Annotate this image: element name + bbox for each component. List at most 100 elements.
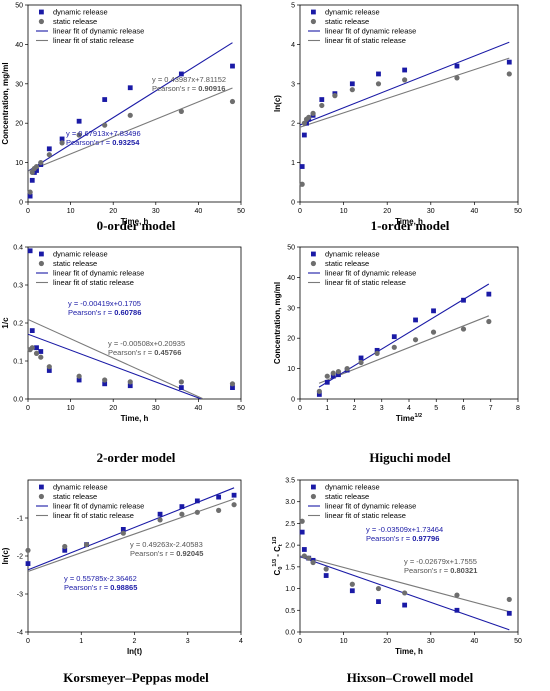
fit-line-static	[300, 57, 510, 128]
point-dynamic	[27, 193, 33, 199]
point-dynamic	[127, 383, 133, 389]
legend-label: static release	[53, 492, 97, 501]
annotation-static-equation: y = 0.49263x-2.40583	[130, 540, 203, 549]
point-static	[375, 81, 382, 87]
x-tick-label: 5	[434, 405, 438, 412]
point-static	[344, 366, 350, 372]
y-tick-label: -2	[17, 554, 23, 561]
point-static	[76, 373, 82, 379]
point-static	[229, 381, 236, 387]
chart-panel-6: 0 10 20 30 40 50 0.0 0.5 1.0 1.5 2.0 2.5 3.0 3.5 Time,…	[272, 478, 522, 657]
point-dynamic	[454, 607, 460, 613]
legend-label: linear fit of dynamic release	[325, 502, 416, 511]
annotation-static-equation: y = -0.00508x+0.20935	[108, 339, 185, 348]
point-dynamic	[319, 97, 325, 102]
y-label-sup: 1/3	[272, 537, 278, 545]
panel-caption: Korsmeyer–Peppas model	[63, 670, 209, 685]
x-axis-label: Time1/2	[396, 413, 422, 423]
point-dynamic	[29, 328, 35, 333]
y-label-sub: t	[278, 544, 284, 546]
x-tick-label: 1	[79, 638, 83, 645]
y-label-base: C	[273, 569, 282, 575]
legend-label: linear fit of static release	[53, 278, 134, 287]
point-static	[102, 377, 108, 383]
y-tick-label: 10	[287, 366, 295, 373]
point-static	[506, 71, 512, 77]
annotation-dynamic-equation: y = -0.00419x+0.1705	[68, 299, 141, 308]
x-tick-label: 2	[133, 638, 137, 645]
point-dynamic	[230, 63, 235, 69]
pearson-label: Pearson's r =	[366, 534, 412, 543]
x-axis-label: Time, h	[121, 414, 149, 423]
point-dynamic	[301, 132, 307, 138]
annotation-static-equation: y = -0.02679x+1.7555	[404, 557, 477, 566]
point-dynamic	[506, 610, 512, 616]
point-static	[127, 112, 133, 118]
point-static	[179, 511, 185, 517]
point-dynamic	[178, 71, 184, 77]
point-dynamic	[34, 345, 39, 351]
fit-line-dynamic	[300, 41, 510, 126]
y-tick-label: 20	[287, 336, 295, 343]
legend-marker-static	[310, 18, 316, 25]
point-static	[460, 326, 467, 332]
point-static	[178, 379, 184, 385]
legend-marker-static	[310, 493, 316, 500]
annotation-static-pearson: Pearson's r = 0.80321	[404, 566, 477, 575]
legend-label: linear fit of dynamic release	[325, 269, 416, 278]
point-static	[27, 189, 33, 195]
point-dynamic	[316, 392, 322, 397]
pearson-value: 0.92045	[176, 549, 203, 558]
legend-label: linear fit of static release	[325, 511, 406, 520]
point-dynamic	[301, 547, 307, 552]
point-static	[194, 509, 200, 515]
point-dynamic	[349, 81, 355, 87]
y-tick-label: 5	[291, 3, 295, 10]
y-tick-label: 2.5	[285, 521, 295, 528]
point-dynamic	[127, 85, 133, 91]
legend-marker-dynamic	[311, 484, 316, 490]
y-tick-label: 0	[19, 200, 23, 207]
point-static	[33, 163, 40, 170]
y-tick-label: 20	[15, 121, 23, 128]
panel-caption: 0-order model	[97, 218, 176, 233]
x-tick-label: 4	[239, 638, 243, 645]
x-tick-label: 40	[471, 208, 479, 215]
point-dynamic	[76, 377, 82, 383]
x-tick-label: 50	[237, 208, 245, 215]
legend-label: static release	[53, 259, 97, 268]
y-tick-label: 40	[15, 42, 23, 49]
point-dynamic	[454, 63, 460, 69]
point-dynamic	[102, 97, 108, 102]
point-static	[29, 345, 35, 351]
x-tick-label: 0	[298, 638, 302, 645]
point-static	[391, 344, 397, 350]
y-tick-label: 2.0	[285, 543, 295, 550]
legend-label: linear fit of static release	[53, 36, 134, 45]
point-dynamic	[299, 529, 305, 535]
point-dynamic	[374, 347, 380, 353]
annotation-dynamic-pearson: Pearson's r = 0.60786	[68, 308, 141, 317]
legend-marker-static	[38, 260, 45, 267]
point-static	[349, 581, 355, 587]
x-tick-label: 40	[195, 208, 203, 215]
x-tick-label: 20	[109, 405, 117, 412]
point-dynamic	[102, 381, 108, 387]
point-dynamic	[179, 504, 185, 509]
y-tick-label: 0	[291, 200, 295, 207]
x-tick-label: 30	[152, 405, 160, 412]
legend-marker-dynamic	[39, 251, 44, 257]
panel-caption: 1-order model	[371, 218, 450, 233]
point-static	[375, 585, 382, 592]
fit-line-static	[28, 498, 235, 572]
point-static	[46, 152, 52, 158]
x-tick-label: 50	[514, 208, 522, 215]
point-dynamic	[330, 373, 336, 379]
pearson-value: 0.45766	[154, 348, 181, 357]
point-static	[299, 181, 305, 187]
legend-label: linear fit of dynamic release	[53, 269, 144, 278]
